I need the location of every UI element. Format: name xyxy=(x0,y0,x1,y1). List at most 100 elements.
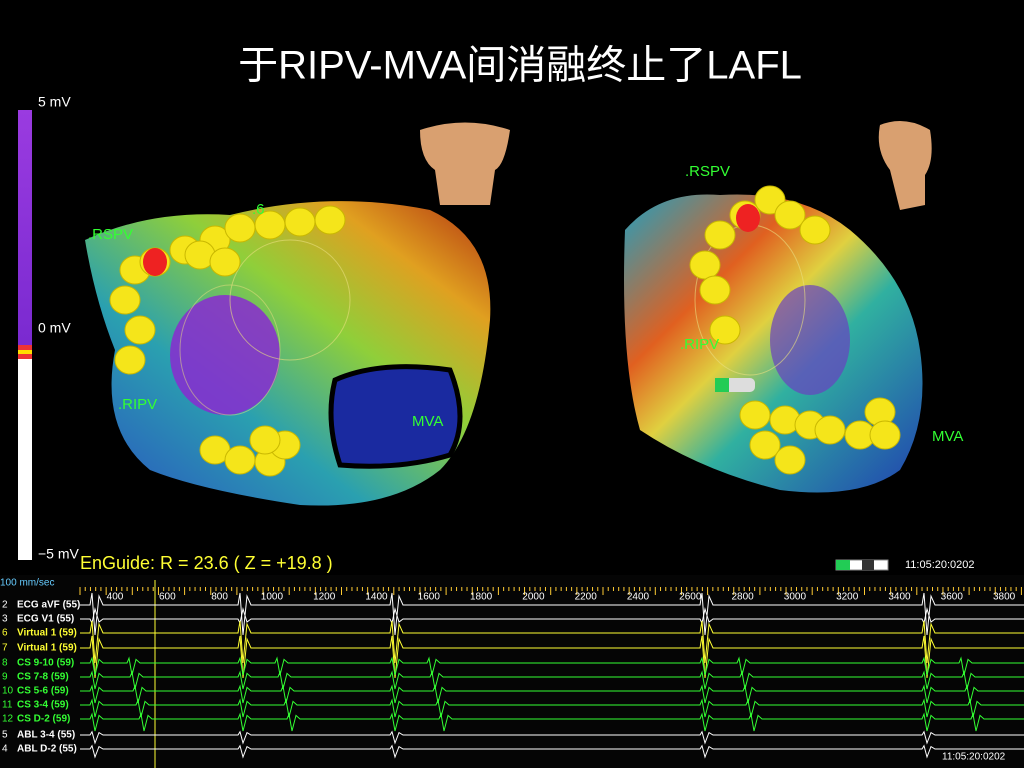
status-bar xyxy=(836,560,850,570)
channel-name: Virtual 1 (59) xyxy=(17,643,77,654)
ablation-points xyxy=(109,185,901,477)
waveform xyxy=(80,635,1024,679)
channel-name: CS 5-6 (59) xyxy=(17,686,69,697)
ablation-point xyxy=(799,215,831,245)
ablation-point xyxy=(224,445,256,475)
ruler-label: 600 xyxy=(159,592,176,603)
ruler-label: 3000 xyxy=(784,592,807,603)
channel-name: ECG aVF (55) xyxy=(17,600,80,611)
ablation-point xyxy=(224,213,256,243)
ablation-point xyxy=(869,420,901,450)
red-point xyxy=(143,248,167,276)
channel-number: 10 xyxy=(2,686,14,697)
ruler-label: 2200 xyxy=(575,592,598,603)
ablation-point xyxy=(749,430,781,460)
ablation-point xyxy=(314,205,346,235)
waveform xyxy=(80,684,1024,704)
channel-number: 5 xyxy=(2,730,8,741)
channel-name: CS D-2 (59) xyxy=(17,714,70,725)
scale-label: 5 mV xyxy=(38,94,71,110)
scale-label: −5 mV xyxy=(38,546,80,562)
waveform xyxy=(80,670,1024,690)
ablation-point xyxy=(249,425,281,455)
channel-name: ECG V1 (55) xyxy=(17,614,74,625)
map-label: .RSPV xyxy=(88,226,133,243)
ruler-label: 2600 xyxy=(679,592,702,603)
waveform xyxy=(80,744,1024,759)
channel-name: ABL 3-4 (55) xyxy=(17,730,75,741)
ablation-point xyxy=(284,207,316,237)
recording: 400 600 800 1000 1200 1400 1600 1800 2000 2200 240… xyxy=(2,580,1024,768)
channel-number: 6 xyxy=(2,628,8,639)
ruler-label: 1200 xyxy=(313,592,336,603)
ruler-label: 1400 xyxy=(365,592,388,603)
voltage-bar xyxy=(18,110,32,345)
voltage-bar xyxy=(18,359,32,560)
channel-name: CS 9-10 (59) xyxy=(17,658,74,669)
map-label: .RIPV xyxy=(680,336,719,353)
map-label: .6 xyxy=(252,201,265,218)
waveform xyxy=(80,698,1024,718)
channel-name: Virtual 1 (59) xyxy=(17,628,77,639)
clock: 11:05:20:0202 xyxy=(942,752,1006,763)
ruler-label: 1600 xyxy=(418,592,441,603)
ruler-label: 1800 xyxy=(470,592,493,603)
ruler-label: 3400 xyxy=(888,592,911,603)
channel-name: ABL D-2 (55) xyxy=(17,744,77,755)
ablation-point xyxy=(689,250,721,280)
ablation-point xyxy=(709,315,741,345)
channel-number: 8 xyxy=(2,658,8,669)
title: 于RIPV-MVA间消融终止了LAFL xyxy=(238,44,802,88)
ruler-label: 2800 xyxy=(731,592,754,603)
ablation-point xyxy=(109,285,141,315)
map-label: MVA xyxy=(932,428,963,445)
ruler-label: 400 xyxy=(107,592,124,603)
channel-number: 7 xyxy=(2,643,8,654)
ruler-label: 2000 xyxy=(522,592,545,603)
channel-number: 11 xyxy=(2,700,13,711)
ruler-label: 800 xyxy=(211,592,228,603)
ruler-label: 3200 xyxy=(836,592,859,603)
ablation-point xyxy=(814,415,846,445)
ruler-label: 3800 xyxy=(993,592,1016,603)
map-label: MVA xyxy=(412,413,443,430)
waveform xyxy=(80,620,1024,664)
clock: 11:05:20:0202 xyxy=(905,559,975,571)
voltage-bar xyxy=(18,350,32,354)
channel-number: 3 xyxy=(2,614,8,625)
red-point xyxy=(736,204,760,232)
ablation-point xyxy=(739,400,771,430)
torso-icon xyxy=(878,121,932,210)
channel-number: 4 xyxy=(2,744,8,755)
waveform xyxy=(80,592,1024,636)
waveform xyxy=(80,730,1024,745)
waveform xyxy=(80,712,1024,732)
enguide: EnGuide: R = 23.6 ( Z = +19.8 ) xyxy=(80,553,333,573)
status-bar xyxy=(862,560,874,570)
ablation-point xyxy=(124,315,156,345)
speed: 100 mm/sec xyxy=(0,578,54,589)
waveform xyxy=(80,607,1024,625)
ablation-point xyxy=(774,200,806,230)
recording-panel xyxy=(0,575,1024,768)
waveform xyxy=(80,656,1024,676)
torso-icon xyxy=(420,122,510,205)
ruler-label: 1000 xyxy=(261,592,284,603)
ablation-point xyxy=(704,220,736,250)
channel-name: CS 7-8 (59) xyxy=(17,672,69,683)
map-label: .RIPV xyxy=(118,396,157,413)
channel-number: 9 xyxy=(2,672,8,683)
left-map xyxy=(85,201,491,506)
ablation-point xyxy=(774,445,806,475)
scale-label: 0 mV xyxy=(38,320,71,336)
ablation-point xyxy=(699,275,731,305)
channel-number: 2 xyxy=(2,600,8,611)
ruler-label: 3600 xyxy=(941,592,964,603)
channel-name: CS 3-4 (59) xyxy=(17,700,69,711)
ablation-point xyxy=(114,345,146,375)
ablation-point xyxy=(209,247,241,277)
ruler-label: 2400 xyxy=(627,592,650,603)
channel-number: 12 xyxy=(2,714,14,725)
map-label: .RSPV xyxy=(685,163,730,180)
